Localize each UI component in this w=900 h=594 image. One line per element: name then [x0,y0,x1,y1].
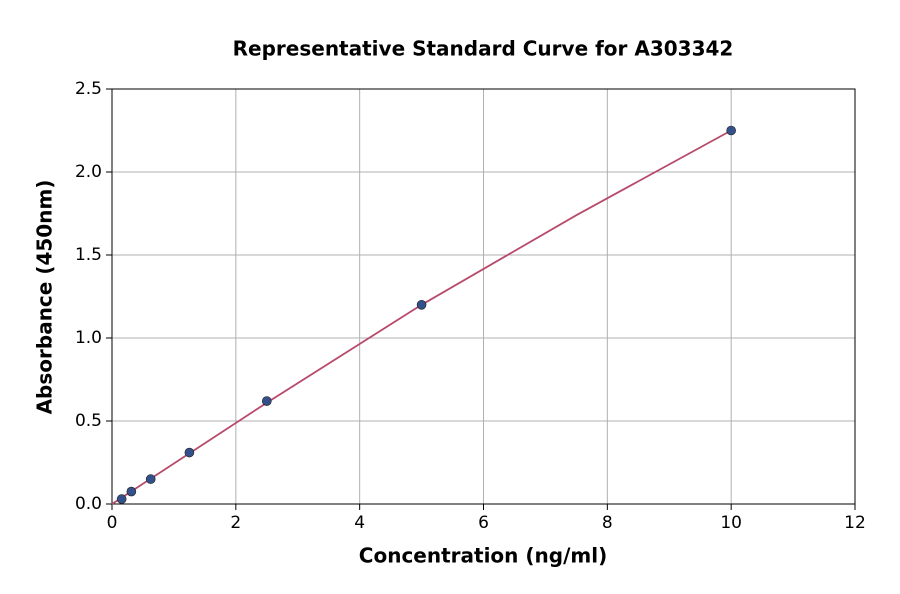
y-tick-label: 1.0 [75,328,102,348]
data-point [726,125,736,136]
y-tick-label: 2.0 [75,162,102,182]
y-tick-label: 0.0 [75,494,102,514]
plot-frame [111,88,856,505]
y-tick-label: 0.5 [75,411,102,431]
y-tick-label: 2.5 [75,79,102,99]
y-tick-label: 1.5 [75,245,102,265]
fit-line [111,129,732,505]
x-tick-label: 8 [602,513,613,533]
x-tick-label: 0 [107,513,118,533]
y-axis-title: Absorbance (450nm) [33,180,57,415]
x-tick-label: 2 [230,513,241,533]
data-point [116,494,127,504]
chart-title: Representative Standard Curve for A30334… [233,37,734,61]
data-point [184,447,195,458]
x-tick-label: 10 [720,513,742,533]
x-tick-label: 12 [844,513,866,533]
x-tick-label: 6 [478,513,489,533]
data-point [145,474,156,484]
data-point [416,299,427,310]
data-point [126,486,137,497]
data-point [261,396,272,406]
x-axis-title: Concentration (ng/ml) [359,544,607,568]
x-tick-label: 4 [354,513,365,533]
